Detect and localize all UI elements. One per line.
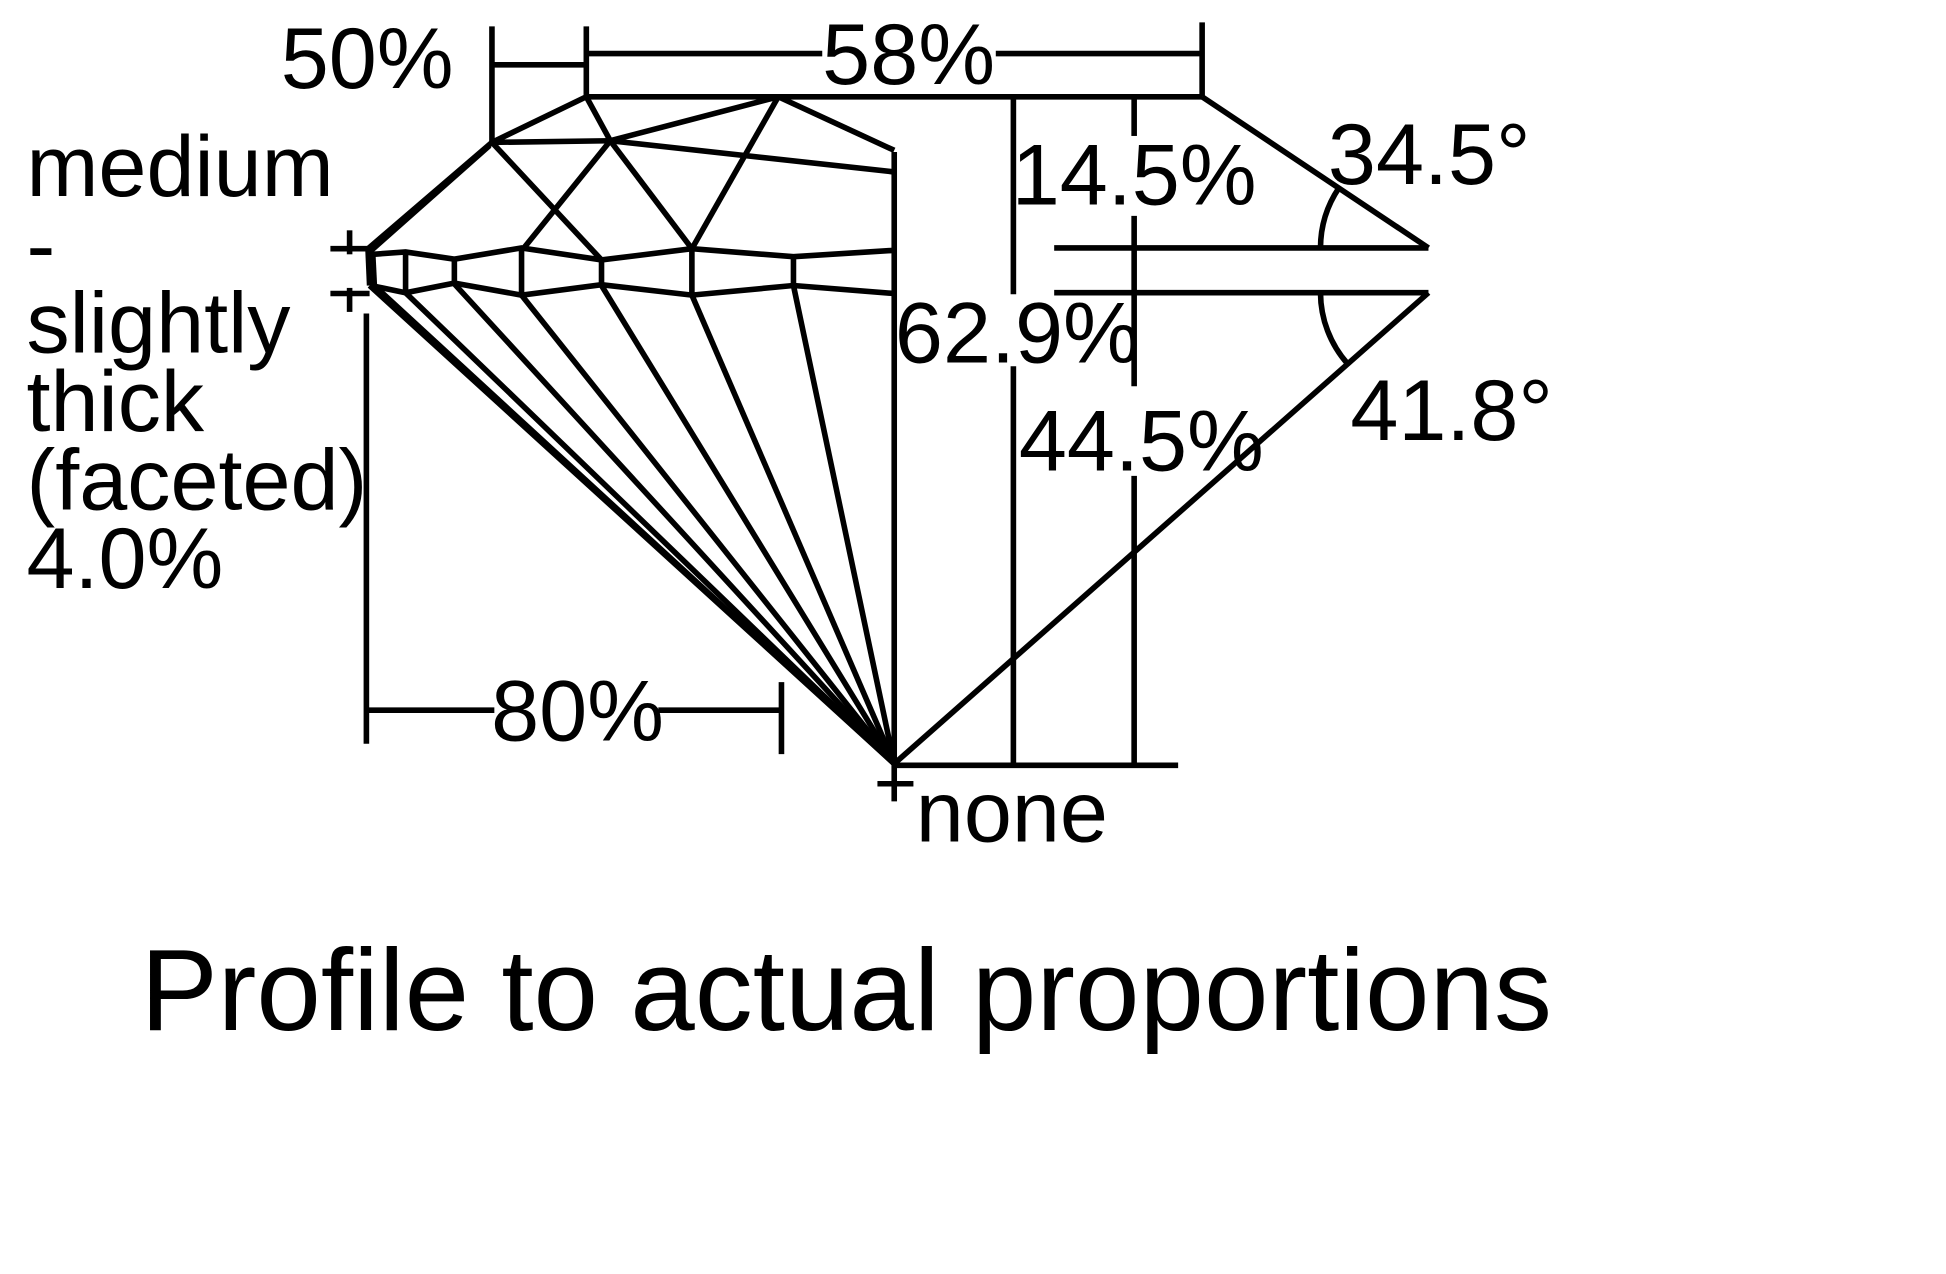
girdle-top-edge bbox=[365, 245, 895, 263]
crown-right-slope bbox=[1200, 94, 1431, 251]
label-girdle-line-5: (faceted) bbox=[26, 432, 367, 528]
label-caption: Profile to actual proportions bbox=[140, 925, 1552, 1055]
crown-facet-g bbox=[777, 94, 896, 153]
crown-facet-h bbox=[610, 137, 895, 175]
girdle-left-cap bbox=[365, 248, 373, 286]
label-girdle-line-1: medium bbox=[26, 119, 333, 215]
pavilion-facet-5 bbox=[599, 284, 897, 766]
label-crown-height: 14.5% bbox=[1012, 128, 1257, 224]
crown-facet-f bbox=[689, 95, 781, 251]
label-table-size: 58% bbox=[822, 7, 995, 103]
crown-left-star-outline bbox=[490, 94, 588, 145]
label-pavilion-angle: 41.8° bbox=[1350, 363, 1553, 459]
pavilion-facet-6 bbox=[689, 293, 897, 765]
crown-facet-b bbox=[609, 94, 779, 144]
crown-facet-a bbox=[583, 95, 613, 143]
label-star-length: 50% bbox=[281, 11, 454, 107]
pavilion-right-outline bbox=[892, 290, 1431, 766]
label-girdle-line-6: 4.0% bbox=[26, 511, 223, 607]
label-culet: none bbox=[916, 764, 1108, 860]
label-girdle-line-4: thick bbox=[26, 354, 204, 450]
label-pavilion-depth: 44.5% bbox=[1019, 393, 1264, 489]
crown-facet-e bbox=[489, 140, 604, 262]
crown-facet-c bbox=[521, 138, 613, 250]
pavilion-angle-arc bbox=[1317, 292, 1350, 366]
pavilion-facet-3 bbox=[452, 282, 897, 766]
crown-facet-d bbox=[608, 139, 695, 251]
label-lower-girdle: 80% bbox=[491, 664, 664, 760]
label-girdle-line-2: - bbox=[26, 197, 55, 293]
label-girdle-line-3: slightly bbox=[26, 276, 291, 372]
pavilion-facet-4 bbox=[519, 293, 897, 766]
crown-left-bezel-inner bbox=[367, 143, 492, 255]
girdle-vertical-1 bbox=[369, 254, 378, 287]
label-total-depth: 62.9% bbox=[895, 285, 1140, 381]
crown-facet-ridge bbox=[491, 137, 611, 146]
pavilion-facet-2 bbox=[403, 290, 897, 766]
label-crown-angle: 34.5° bbox=[1328, 107, 1531, 203]
girdle-bottom-edge bbox=[369, 280, 895, 298]
crown-angle-arc bbox=[1317, 186, 1342, 248]
pavilion-facet-7 bbox=[790, 284, 897, 765]
